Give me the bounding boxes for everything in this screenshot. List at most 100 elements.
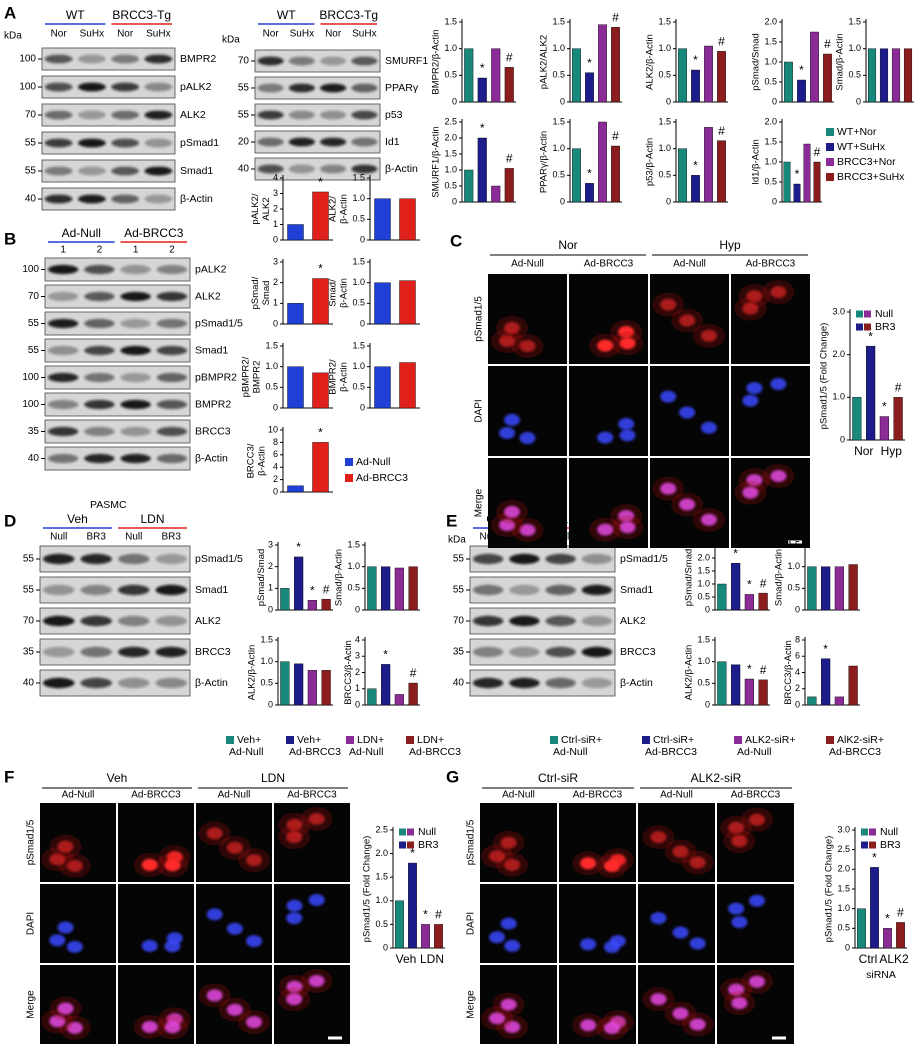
bar <box>477 77 487 103</box>
blot-band <box>472 553 504 565</box>
y-tick-label: 0 <box>273 234 278 244</box>
y-tick-label: 0.5 <box>848 70 861 80</box>
nucleus <box>206 908 223 921</box>
legend-label: Ad-Null <box>349 746 383 758</box>
lane-label: SuHx <box>352 29 376 40</box>
significance-label: # <box>824 37 831 51</box>
micrograph <box>638 803 715 882</box>
blot-band <box>47 399 79 410</box>
blot-band <box>288 56 315 66</box>
y-axis-label: pSmad/ <box>250 276 261 309</box>
y-tick-label: 0.5 <box>260 678 273 688</box>
nucleus <box>49 853 66 866</box>
y-tick-label: 0.5 <box>658 70 671 80</box>
band-label: pSmad1 <box>180 137 219 149</box>
blot-band <box>84 318 115 329</box>
significance-label: * <box>480 121 485 135</box>
nucleus <box>597 339 614 352</box>
bar <box>280 588 290 611</box>
y-tick-label: 0 <box>560 196 565 206</box>
blot-band <box>288 110 315 120</box>
y-tick-label: 0 <box>383 942 388 952</box>
panel-letter: C <box>450 231 462 250</box>
nucleus <box>660 482 677 495</box>
blot-band <box>84 264 115 275</box>
nucleus <box>689 1018 706 1031</box>
y-tick-label: 1.5 <box>837 883 850 893</box>
legend-swatch <box>826 158 834 166</box>
bar <box>793 183 801 203</box>
micrograph <box>559 803 636 882</box>
legend-label: Null <box>880 826 898 838</box>
blot-band <box>155 584 187 596</box>
blot-band <box>120 264 151 275</box>
mw-marker: 100 <box>22 264 39 275</box>
nucleus <box>731 916 748 929</box>
y-tick-label: 1.5 <box>764 36 777 46</box>
blot-band <box>77 166 106 176</box>
micrograph <box>118 965 194 1044</box>
y-tick-label: 1.0 <box>787 561 800 571</box>
nucleus <box>499 519 516 532</box>
nucleus <box>597 431 614 444</box>
bar <box>394 567 404 611</box>
blot-band <box>120 372 151 383</box>
nucleus <box>770 378 787 391</box>
y-tick-label: 3 <box>355 651 360 661</box>
significance-label: # <box>323 582 330 596</box>
blot-band <box>44 54 73 64</box>
y-axis-label: pSmad1/5 (Fold Change) <box>362 836 373 943</box>
bar <box>408 566 418 611</box>
band-label: pALK2 <box>195 263 227 275</box>
legend-label: ALK2-siR+ <box>745 734 795 746</box>
mw-marker: 40 <box>23 678 35 689</box>
blot-band <box>120 399 151 410</box>
significance-label: * <box>733 546 738 560</box>
y-tick-label: 6 <box>795 651 800 661</box>
nucleus <box>770 470 787 483</box>
blot-band <box>156 453 188 464</box>
bar <box>903 48 913 103</box>
mw-marker: 40 <box>28 453 40 464</box>
y-tick-label: 0 <box>355 699 360 709</box>
y-axis-label: pSmad/Smad <box>684 549 695 607</box>
blot-band <box>545 584 576 596</box>
blot-band <box>84 399 115 410</box>
legend-label: Ad-BRCC3 <box>289 746 341 758</box>
lane-label: 2 <box>97 245 103 256</box>
blot-band <box>156 399 188 410</box>
y-tick-label: 4 <box>273 462 278 472</box>
y-axis-label: BRCC3/β-Actin <box>343 640 354 705</box>
blot-band <box>257 137 284 147</box>
image-group-label: Veh <box>107 771 128 785</box>
nucleus <box>746 290 763 303</box>
micrograph <box>731 366 810 456</box>
nucleus <box>689 856 706 869</box>
legend-label: BR3 <box>418 839 439 851</box>
nucleus <box>679 314 696 327</box>
y-axis-label: pSmad1/5 (Fold Change) <box>819 323 830 430</box>
y-tick-label: 1.0 <box>848 43 861 53</box>
y-tick-label: 0 <box>268 699 273 709</box>
blot-band <box>43 615 75 627</box>
y-tick-label: 1.0 <box>444 164 457 174</box>
y-tick-label: 0.5 <box>375 919 388 929</box>
band-label: SMURF1 <box>385 55 428 67</box>
nucleus <box>499 335 516 348</box>
blot-band <box>351 164 378 174</box>
blot-band <box>320 110 347 120</box>
bar <box>821 566 831 611</box>
blot-band <box>120 318 151 329</box>
y-tick-label: 2.0 <box>837 864 850 874</box>
blot-band <box>84 453 115 464</box>
y-tick-label: 2.0 <box>764 16 777 26</box>
legend-label: Ad-BRCC3 <box>409 746 461 758</box>
blot-band <box>257 56 284 66</box>
band-label: ALK2 <box>195 290 221 302</box>
bar <box>834 696 844 706</box>
nucleus <box>504 858 521 871</box>
band-label: β-Actin <box>385 163 418 175</box>
y-tick-label: 1.5 <box>552 116 565 126</box>
bar <box>280 661 290 706</box>
micrograph <box>731 458 810 548</box>
